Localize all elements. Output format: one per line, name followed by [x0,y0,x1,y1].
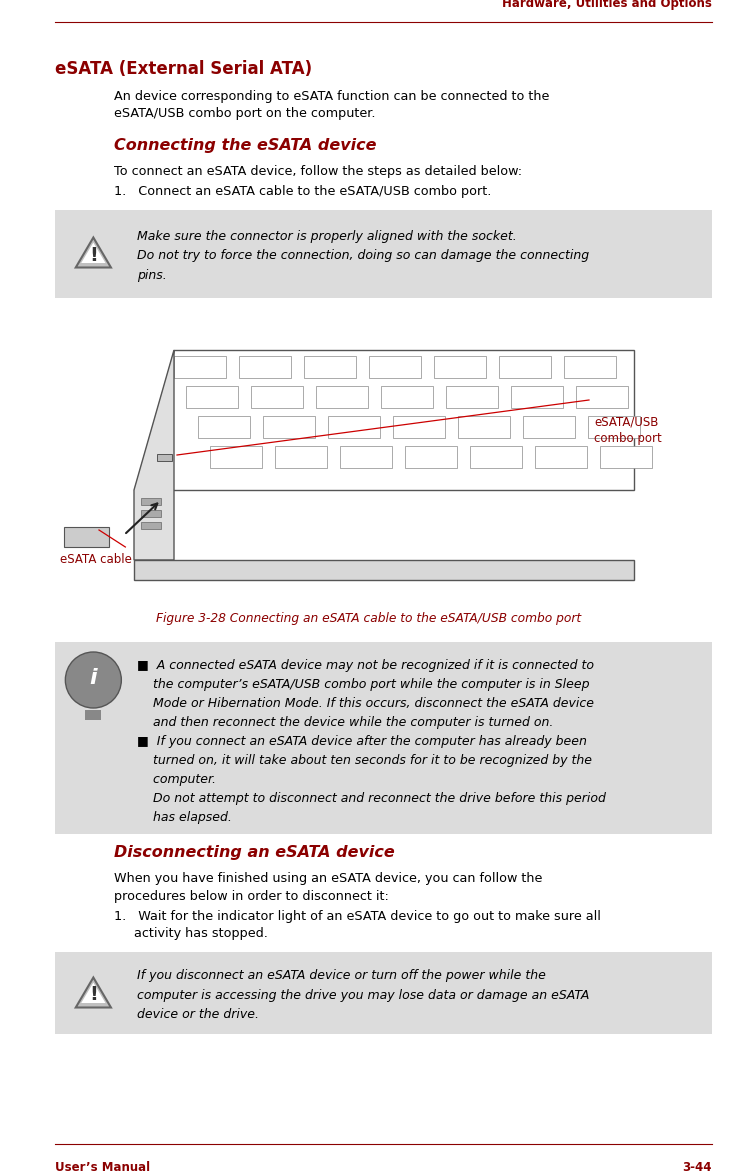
Polygon shape [76,977,111,1008]
Text: !: ! [89,986,98,1004]
Bar [535,447,587,468]
Bar [523,416,575,438]
Text: Make sure the connector is properly aligned with the socket.: Make sure the connector is properly alig… [137,230,517,243]
Bar [239,356,291,379]
Text: 1.   Wait for the indicator light of an eSATA device to go out to make sure all: 1. Wait for the indicator light of an eS… [114,909,601,924]
Text: When you have finished using an eSATA device, you can follow the: When you have finished using an eSATA de… [114,872,542,885]
Bar [446,386,498,408]
Bar [458,416,510,438]
Text: eSATA/USB
combo port: eSATA/USB combo port [594,415,662,445]
Text: Do not try to force the connection, doing so can damage the connecting: Do not try to force the connection, doin… [137,250,590,263]
Bar [576,386,628,408]
Bar [328,416,380,438]
Polygon shape [134,350,174,560]
Text: eSATA (External Serial ATA): eSATA (External Serial ATA) [55,60,312,79]
Bar [198,416,250,438]
Polygon shape [81,243,106,263]
Bar [434,356,486,379]
Bar [470,447,522,468]
Bar [210,447,262,468]
Text: ■  If you connect an eSATA device after the computer has already been: ■ If you connect an eSATA device after t… [137,735,587,748]
Bar [174,356,226,379]
Text: the computer’s eSATA/USB combo port while the computer is in Sleep: the computer’s eSATA/USB combo port whil… [137,677,590,691]
Bar [157,454,172,461]
Text: procedures below in order to disconnect it:: procedures below in order to disconnect … [114,890,389,902]
Polygon shape [134,350,634,490]
Text: Hardware, Utilities and Options: Hardware, Utilities and Options [503,0,712,11]
Polygon shape [134,560,634,580]
Text: computer is accessing the drive you may lose data or damage an eSATA: computer is accessing the drive you may … [137,988,590,1002]
Text: An device corresponding to eSATA function can be connected to the: An device corresponding to eSATA functio… [114,90,550,103]
Text: eSATA cable: eSATA cable [61,553,132,566]
Bar [186,386,238,408]
Bar [141,510,161,517]
Bar [304,356,356,379]
Bar [600,447,652,468]
Text: and then reconnect the device while the computer is turned on.: and then reconnect the device while the … [137,716,554,729]
Bar [86,710,101,720]
Bar [275,447,327,468]
Text: device or the drive.: device or the drive. [137,1008,259,1021]
Text: Mode or Hibernation Mode. If this occurs, disconnect the eSATA device: Mode or Hibernation Mode. If this occurs… [137,697,594,710]
Bar [393,416,445,438]
Text: If you disconnect an eSATA device or turn off the power while the: If you disconnect an eSATA device or tur… [137,969,546,982]
Bar [141,498,161,505]
Text: computer.: computer. [137,774,216,786]
Bar [263,416,315,438]
Text: Connecting the eSATA device: Connecting the eSATA device [114,138,377,154]
Text: Figure 3-28 Connecting an eSATA cable to the eSATA/USB combo port: Figure 3-28 Connecting an eSATA cable to… [156,612,582,625]
Polygon shape [76,238,111,267]
Bar [511,386,563,408]
Bar [588,416,640,438]
Bar [119,305,639,590]
Text: To connect an eSATA device, follow the steps as detailed below:: To connect an eSATA device, follow the s… [114,165,523,178]
Bar [251,386,303,408]
Text: pins.: pins. [137,270,167,282]
Bar [381,386,433,408]
Bar [316,386,368,408]
Bar [141,522,161,529]
Bar [499,356,551,379]
Text: activity has stopped.: activity has stopped. [114,927,269,940]
Text: eSATA/USB combo port on the computer.: eSATA/USB combo port on the computer. [114,108,376,121]
Text: ■  A connected eSATA device may not be recognized if it is connected to: ■ A connected eSATA device may not be re… [137,659,594,672]
Text: turned on, it will take about ten seconds for it to be recognized by the: turned on, it will take about ten second… [137,754,593,766]
Circle shape [66,652,121,708]
Bar [55,952,712,1034]
Text: 1.   Connect an eSATA cable to the eSATA/USB combo port.: 1. Connect an eSATA cable to the eSATA/U… [114,185,492,198]
Text: i: i [89,668,97,688]
Bar [64,527,109,547]
Text: 3-44: 3-44 [683,1161,712,1172]
Bar [369,356,421,379]
Text: User’s Manual: User’s Manual [55,1161,151,1172]
Polygon shape [81,982,106,1003]
Bar [405,447,457,468]
Bar [564,356,616,379]
Text: Disconnecting an eSATA device: Disconnecting an eSATA device [114,845,395,860]
Text: !: ! [89,245,98,265]
Text: has elapsed.: has elapsed. [137,811,232,824]
Bar [55,210,712,298]
Bar [340,447,392,468]
Bar [55,642,712,834]
Text: Do not attempt to disconnect and reconnect the drive before this period: Do not attempt to disconnect and reconne… [137,792,606,805]
